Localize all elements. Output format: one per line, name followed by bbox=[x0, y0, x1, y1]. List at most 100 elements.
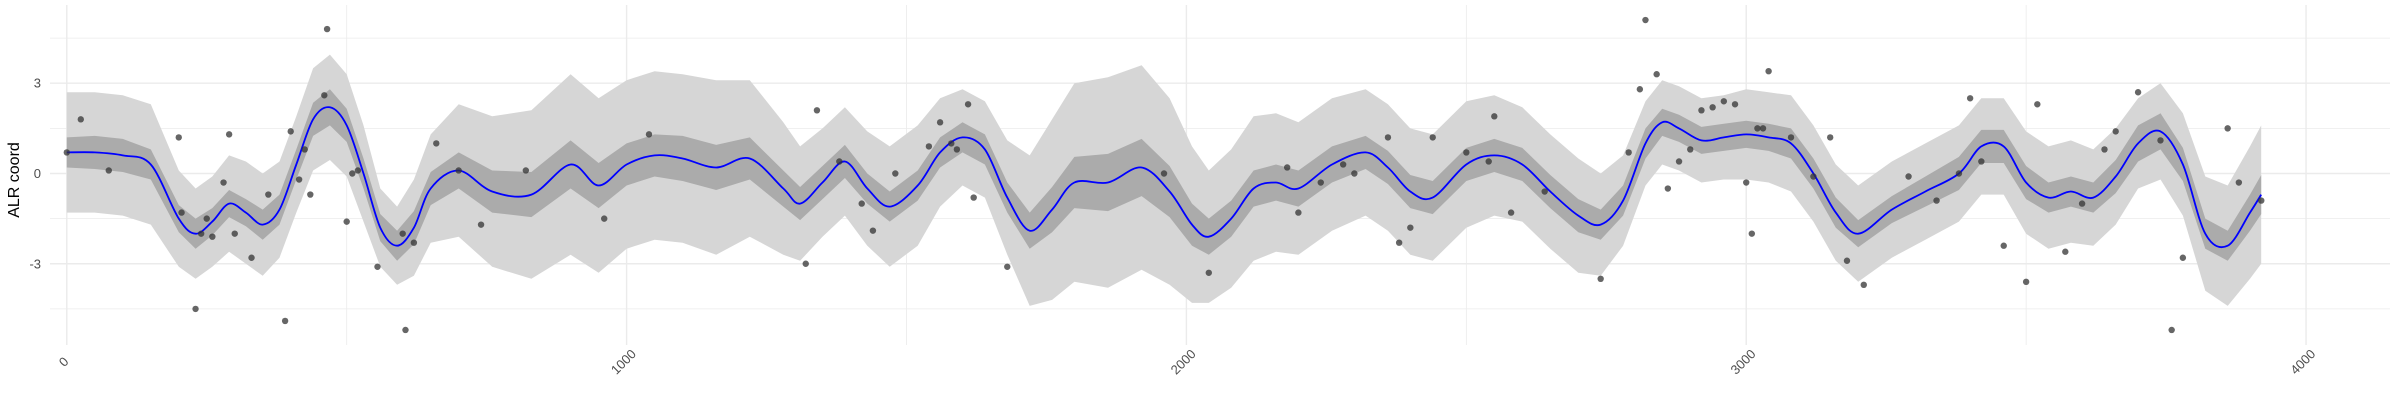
data-point bbox=[1395, 239, 1403, 246]
data-point bbox=[1642, 16, 1649, 24]
data-point bbox=[197, 230, 205, 237]
data-point bbox=[1625, 149, 1632, 156]
data-point bbox=[1860, 281, 1867, 289]
data-point bbox=[1485, 158, 1492, 165]
x-tick-label: 4000 bbox=[2287, 346, 2318, 377]
data-point bbox=[1978, 158, 1985, 165]
data-point bbox=[1687, 146, 1694, 153]
data-point bbox=[63, 149, 70, 156]
data-point bbox=[1966, 95, 1974, 102]
data-point bbox=[2258, 197, 2265, 204]
data-point bbox=[813, 107, 821, 114]
data-point bbox=[287, 128, 294, 135]
data-point bbox=[2179, 254, 2187, 261]
data-point bbox=[948, 140, 955, 147]
data-point bbox=[2022, 278, 2030, 286]
data-point bbox=[1675, 158, 1683, 165]
data-point bbox=[248, 254, 255, 261]
data-point bbox=[1787, 134, 1795, 141]
data-point bbox=[231, 230, 238, 237]
data-point bbox=[349, 170, 356, 177]
data-point bbox=[399, 230, 406, 237]
data-point bbox=[301, 146, 308, 153]
data-point bbox=[1765, 67, 1772, 75]
data-point bbox=[105, 167, 112, 174]
data-point bbox=[455, 167, 462, 174]
data-point bbox=[374, 263, 381, 270]
data-point bbox=[343, 218, 350, 225]
data-point bbox=[1205, 269, 1213, 276]
data-point bbox=[1709, 104, 1716, 111]
data-point bbox=[1664, 185, 1672, 192]
data-point bbox=[601, 215, 608, 222]
data-point bbox=[1541, 188, 1548, 195]
data-point bbox=[477, 221, 485, 228]
data-point bbox=[2112, 128, 2119, 135]
data-point bbox=[1748, 230, 1756, 237]
data-point bbox=[1491, 113, 1498, 120]
data-point bbox=[802, 260, 809, 267]
data-point bbox=[1283, 164, 1291, 171]
data-point bbox=[2235, 179, 2243, 186]
data-point bbox=[1955, 170, 1963, 177]
data-point bbox=[307, 191, 314, 198]
data-point bbox=[433, 140, 440, 147]
data-point bbox=[1698, 107, 1705, 114]
data-point bbox=[402, 326, 409, 334]
observation-points bbox=[63, 16, 2265, 334]
data-point bbox=[936, 119, 944, 126]
data-point bbox=[1507, 209, 1515, 216]
data-point bbox=[1810, 173, 1817, 180]
data-point bbox=[1720, 98, 1728, 105]
data-point bbox=[1597, 275, 1604, 283]
data-point bbox=[410, 239, 418, 246]
x-tick-label: 0 bbox=[56, 354, 72, 370]
data-point bbox=[2157, 137, 2164, 144]
data-point bbox=[225, 131, 233, 138]
data-point bbox=[645, 131, 653, 138]
data-point bbox=[2000, 242, 2007, 249]
data-point bbox=[1653, 71, 1660, 78]
data-point bbox=[1759, 125, 1767, 132]
data-point bbox=[964, 101, 972, 108]
data-point bbox=[953, 146, 961, 153]
x-tick-label: 3000 bbox=[1728, 346, 1759, 377]
confidence-bands bbox=[66, 54, 2262, 306]
y-tick-label: 3 bbox=[34, 76, 41, 91]
data-point bbox=[281, 317, 289, 325]
data-point bbox=[192, 305, 199, 313]
data-point bbox=[1339, 161, 1347, 168]
data-point bbox=[925, 143, 933, 150]
data-point bbox=[265, 191, 272, 198]
data-point bbox=[203, 215, 210, 222]
y-axis-title: ALR coord bbox=[6, 142, 23, 218]
data-point bbox=[892, 170, 899, 177]
data-point bbox=[175, 134, 182, 141]
data-point bbox=[858, 200, 865, 207]
x-tick-label: 2000 bbox=[1168, 346, 1199, 377]
data-point bbox=[1160, 170, 1168, 177]
data-point bbox=[1933, 197, 1940, 204]
data-point bbox=[209, 233, 216, 240]
data-point bbox=[1731, 101, 1739, 108]
y-tick-label: -3 bbox=[29, 256, 41, 271]
data-point bbox=[1429, 134, 1436, 141]
data-point bbox=[2168, 326, 2175, 334]
data-point bbox=[522, 167, 530, 174]
y-tick-label: 0 bbox=[34, 166, 41, 181]
data-point bbox=[1754, 125, 1761, 132]
data-point bbox=[323, 25, 331, 33]
data-point bbox=[1463, 149, 1470, 156]
x-tick-label: 1000 bbox=[608, 346, 639, 377]
data-point bbox=[1317, 179, 1324, 186]
data-point bbox=[2134, 89, 2142, 96]
data-point bbox=[1384, 134, 1392, 141]
data-point bbox=[1351, 170, 1358, 177]
data-point bbox=[178, 209, 185, 216]
data-point bbox=[1636, 86, 1644, 93]
data-point bbox=[220, 179, 227, 186]
data-point bbox=[1407, 224, 1414, 231]
data-point bbox=[321, 92, 328, 99]
data-point bbox=[295, 176, 303, 183]
